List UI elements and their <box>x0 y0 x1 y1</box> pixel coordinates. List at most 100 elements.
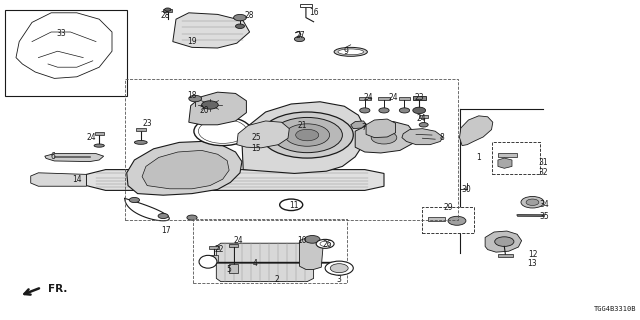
Bar <box>193 219 347 283</box>
Circle shape <box>234 14 246 21</box>
Text: 3: 3 <box>337 276 342 284</box>
Circle shape <box>129 197 140 203</box>
Text: 24: 24 <box>363 93 373 102</box>
Text: 18: 18 <box>188 92 196 100</box>
Text: 30: 30 <box>461 185 471 194</box>
Circle shape <box>379 108 389 113</box>
Polygon shape <box>142 150 229 189</box>
Circle shape <box>198 119 247 143</box>
Text: 26: 26 <box>323 240 333 249</box>
Polygon shape <box>366 119 396 138</box>
Circle shape <box>305 236 320 243</box>
Text: 22: 22 <box>214 245 223 254</box>
Ellipse shape <box>199 255 217 268</box>
Text: 24: 24 <box>86 133 97 142</box>
Bar <box>422 207 474 233</box>
Polygon shape <box>355 122 415 153</box>
Circle shape <box>413 107 426 114</box>
Circle shape <box>164 8 171 11</box>
Polygon shape <box>300 237 323 269</box>
Polygon shape <box>485 231 522 252</box>
Circle shape <box>495 237 514 246</box>
Text: 35: 35 <box>539 212 549 221</box>
Bar <box>419 115 428 118</box>
Circle shape <box>325 261 353 275</box>
Text: 25: 25 <box>251 133 261 142</box>
Bar <box>209 246 219 249</box>
Bar <box>498 153 517 157</box>
Bar <box>399 97 410 100</box>
Text: 20: 20 <box>200 106 210 115</box>
Text: 23: 23 <box>142 119 152 128</box>
Circle shape <box>236 24 244 28</box>
Ellipse shape <box>94 144 104 147</box>
Bar <box>229 264 238 273</box>
Text: 34: 34 <box>539 200 549 209</box>
Circle shape <box>187 215 197 220</box>
Text: 15: 15 <box>251 144 261 153</box>
Polygon shape <box>242 102 365 173</box>
Text: 11: 11 <box>290 201 299 210</box>
Circle shape <box>371 131 397 144</box>
Text: 14: 14 <box>72 175 82 184</box>
Circle shape <box>202 101 218 109</box>
Bar <box>210 255 218 262</box>
Text: 28: 28 <box>161 11 170 20</box>
Circle shape <box>448 216 466 225</box>
Text: 24: 24 <box>416 114 426 123</box>
Polygon shape <box>237 121 289 148</box>
Circle shape <box>360 108 370 113</box>
Circle shape <box>285 124 330 146</box>
Bar <box>498 254 513 257</box>
Circle shape <box>294 36 305 42</box>
Polygon shape <box>189 92 246 125</box>
Polygon shape <box>31 173 86 186</box>
Text: FR.: FR. <box>48 284 67 294</box>
Text: 16: 16 <box>308 8 319 17</box>
Text: 9: 9 <box>343 47 348 56</box>
Ellipse shape <box>334 47 367 56</box>
Circle shape <box>296 129 319 141</box>
Text: 28: 28 <box>245 11 254 20</box>
Bar <box>5 10 127 96</box>
Bar <box>428 217 445 221</box>
Text: 6: 6 <box>50 152 55 161</box>
Text: 10: 10 <box>297 236 307 245</box>
Polygon shape <box>498 158 512 168</box>
Text: 27: 27 <box>296 31 306 40</box>
Circle shape <box>261 112 353 158</box>
Bar <box>163 9 172 12</box>
Polygon shape <box>16 13 112 78</box>
Text: 19: 19 <box>187 37 197 46</box>
Circle shape <box>521 196 544 208</box>
Polygon shape <box>45 154 104 162</box>
Text: 4: 4 <box>252 259 257 268</box>
Polygon shape <box>216 243 314 282</box>
Circle shape <box>158 213 168 219</box>
Circle shape <box>280 199 303 211</box>
Text: 5: 5 <box>227 265 232 274</box>
Polygon shape <box>460 116 493 146</box>
Text: 17: 17 <box>161 226 172 235</box>
Circle shape <box>316 239 334 248</box>
Bar <box>125 79 458 220</box>
Text: 23: 23 <box>414 93 424 102</box>
Bar <box>517 214 544 216</box>
Circle shape <box>194 117 252 146</box>
Text: TGG4B3310B: TGG4B3310B <box>595 306 637 312</box>
Text: 29: 29 <box>443 203 453 212</box>
Polygon shape <box>127 141 242 195</box>
Bar <box>95 132 104 135</box>
Bar <box>229 244 238 247</box>
Text: 33: 33 <box>56 29 66 38</box>
Text: 8: 8 <box>439 133 444 142</box>
Circle shape <box>526 199 539 205</box>
Polygon shape <box>86 170 384 190</box>
Text: 1: 1 <box>476 153 481 162</box>
Text: 21: 21 <box>298 121 307 130</box>
Text: 31: 31 <box>538 158 548 167</box>
Circle shape <box>189 95 202 102</box>
Bar <box>136 128 146 131</box>
Circle shape <box>320 241 330 246</box>
Circle shape <box>330 264 348 273</box>
